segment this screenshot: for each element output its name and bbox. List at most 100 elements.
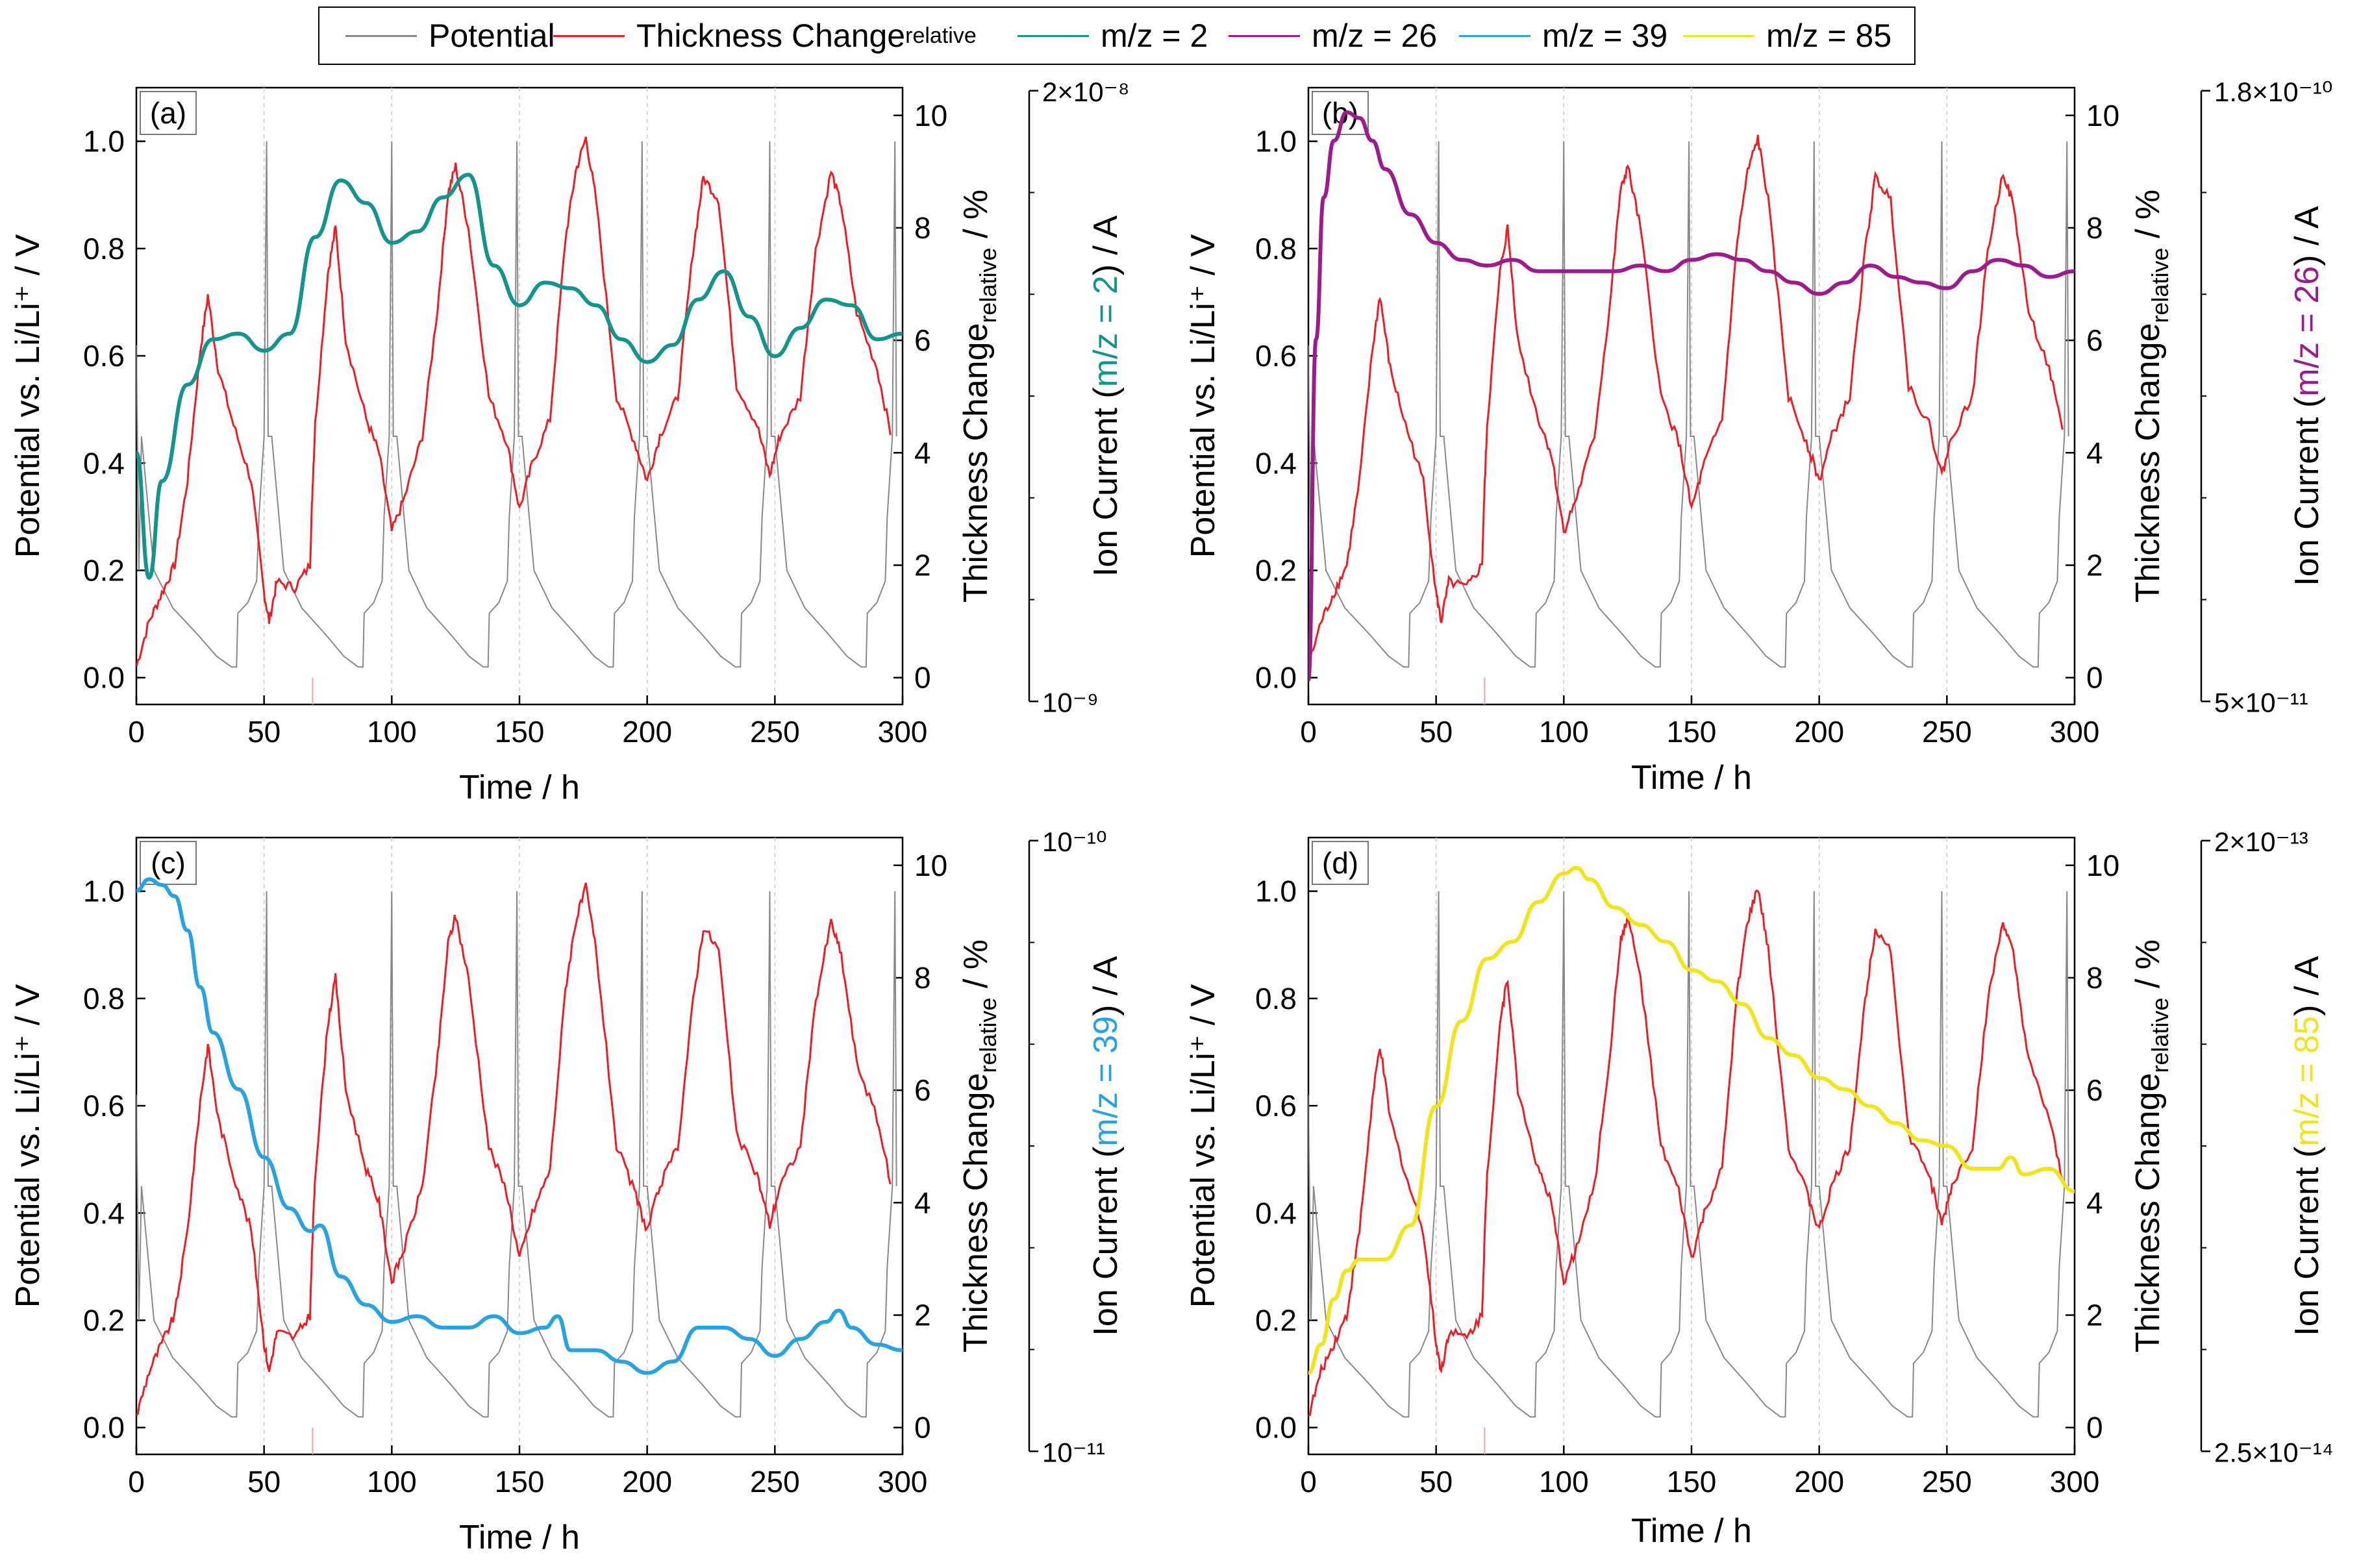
x-tick-label: 250 bbox=[750, 715, 800, 749]
y-mid-tick-label: 10 bbox=[914, 849, 947, 882]
x-tick-label: 100 bbox=[367, 1465, 417, 1499]
x-tick-label: 0 bbox=[128, 715, 145, 749]
y-left-tick-label: 0.2 bbox=[83, 553, 125, 587]
legend-swatch-mz26 bbox=[1229, 34, 1300, 37]
x-tick-label: 50 bbox=[247, 715, 281, 749]
series-group bbox=[1308, 110, 2075, 682]
x-tick-label: 150 bbox=[1667, 715, 1717, 749]
legend-swatch-mz2 bbox=[1017, 34, 1089, 37]
y-right-tick-label: 5×10⁻¹¹ bbox=[2214, 687, 2308, 717]
x-axis-title: Time / h bbox=[1631, 1512, 1752, 1550]
y-right-tick-label: 10⁻¹¹ bbox=[1042, 1437, 1105, 1467]
x-tick-label: 150 bbox=[495, 715, 545, 749]
panel-label-box bbox=[140, 91, 197, 135]
x-tick-label: 50 bbox=[1419, 715, 1453, 749]
y-left-tick-label: 0.8 bbox=[83, 232, 125, 266]
y-mid-tick-label: 2 bbox=[914, 1299, 931, 1332]
x-tick-label: 250 bbox=[1922, 1465, 1972, 1499]
y-left-tick-label: 1.0 bbox=[1255, 875, 1297, 908]
legend-swatch-mz39 bbox=[1459, 34, 1530, 37]
y-mid-tick-label: 10 bbox=[2086, 99, 2119, 132]
y-mid-tick-label: 0 bbox=[2086, 1411, 2103, 1445]
y-left-tick-label: 0.0 bbox=[83, 1411, 125, 1445]
panel-c: 0 50 100 150 200 250 300 0.0 0.2 0.4 0.6 0.8 1.0 0 2 4 6… bbox=[9, 827, 1125, 1556]
y-right-axis-title-species: m/z = 26 bbox=[2288, 266, 2326, 397]
x-tick-label: 300 bbox=[2050, 715, 2100, 749]
y-left-axis-title: Potential vs. Li/Li⁺ / V bbox=[9, 984, 47, 1308]
y-left-tick-label: 0.0 bbox=[1255, 661, 1297, 695]
y-mid-tick-label: 0 bbox=[914, 1411, 931, 1445]
panel-label-text: (a) bbox=[150, 96, 186, 130]
x-tick-label: 300 bbox=[2050, 1465, 2100, 1499]
y-right-tick-label: 2×10⁻⁸ bbox=[1042, 77, 1130, 107]
y-right-axis-title-prefix: Ion Current ( bbox=[2288, 396, 2326, 586]
y-right-axis-title-suffix: ) / A bbox=[2288, 956, 2326, 1016]
y-mid-axis-title-sub: relative bbox=[975, 247, 1001, 323]
y-right-axis-title: Ion Current (m/z = 39) / A bbox=[1087, 956, 1125, 1336]
legend-label-mz26: m/z = 26 bbox=[1312, 18, 1438, 54]
y-right-axis-title-species: m/z = 39 bbox=[1087, 1016, 1125, 1147]
series-group bbox=[1308, 865, 2075, 1418]
panel-label: (a) bbox=[140, 91, 197, 135]
y-left-axis-title: Potential vs. Li/Li⁺ / V bbox=[1184, 984, 1222, 1308]
y-right-axis-title-prefix: Ion Current ( bbox=[2288, 1146, 2326, 1336]
x-axis-title: Time / h bbox=[1631, 759, 1752, 797]
panel-label: (d) bbox=[1312, 841, 1369, 885]
y-mid-axis-title: Thickness Changerelative / % bbox=[2129, 940, 2173, 1352]
y-right-axis-title: Ion Current (m/z = 85) / A bbox=[2288, 956, 2326, 1336]
panel-label-text: (c) bbox=[151, 846, 186, 880]
x-tick-label: 150 bbox=[1667, 1465, 1717, 1499]
y-right-axis-title-suffix: ) / A bbox=[1087, 956, 1125, 1016]
x-tick-label: 300 bbox=[878, 715, 928, 749]
y-mid-tick-label: 4 bbox=[2086, 1186, 2103, 1219]
x-axis-title: Time / h bbox=[459, 769, 580, 806]
y-mid-tick-label: 8 bbox=[914, 211, 931, 245]
y-mid-axis-title-unit: / % bbox=[2129, 940, 2167, 998]
panel-label-text: (d) bbox=[1322, 846, 1358, 880]
y-mid-tick-label: 6 bbox=[914, 1073, 931, 1107]
legend-label-potential: Potential bbox=[429, 18, 555, 54]
y-left-tick-label: 0.6 bbox=[83, 1089, 125, 1123]
y-mid-axis-title-main: Thickness Change bbox=[957, 323, 995, 603]
legend-item-potential: Potential bbox=[345, 8, 555, 64]
y-right-tick-label: 1.8×10⁻¹⁰ bbox=[2214, 77, 2333, 107]
x-axis-title: Time / h bbox=[459, 1519, 580, 1556]
x-tick-label: 200 bbox=[622, 715, 672, 749]
y-left-tick-label: 1.0 bbox=[83, 125, 125, 158]
y-mid-axis-title-main: Thickness Change bbox=[2129, 323, 2167, 603]
y-mid-tick-label: 2 bbox=[914, 549, 931, 582]
y-right-tick-label: 2.5×10⁻¹⁴ bbox=[2214, 1437, 2334, 1467]
series-thickness bbox=[136, 136, 892, 667]
panel-label: (c) bbox=[140, 841, 197, 885]
x-tick-label: 50 bbox=[247, 1465, 281, 1499]
series-potential bbox=[1308, 891, 2069, 1418]
x-tick-label: 200 bbox=[622, 1465, 672, 1499]
x-tick-label: 300 bbox=[878, 1465, 928, 1499]
legend-label-mz85: m/z = 85 bbox=[1766, 18, 1892, 54]
y-mid-tick-label: 0 bbox=[914, 661, 931, 695]
y-right-axis-title-prefix: Ion Current ( bbox=[1087, 1146, 1125, 1336]
panel-b: 0 50 100 150 200 250 300 0.0 0.2 0.4 0.6 0.8 1.0 0 2 4 6… bbox=[1184, 77, 2333, 797]
panel-label-box bbox=[1312, 841, 1369, 885]
x-tick-label: 150 bbox=[495, 1465, 545, 1499]
y-right-tick-label: 10⁻⁹ bbox=[1042, 687, 1099, 717]
y-left-tick-label: 0.6 bbox=[1255, 1089, 1297, 1123]
y-left-tick-label: 0.6 bbox=[1255, 339, 1297, 373]
y-left-tick-label: 0.4 bbox=[83, 1196, 125, 1230]
y-mid-axis-title-sub: relative bbox=[2147, 247, 2173, 323]
y-right-axis-title-species: m/z = 85 bbox=[2288, 1016, 2326, 1147]
series-group bbox=[136, 136, 903, 668]
y-left-axis-title: Potential vs. Li/Li⁺ / V bbox=[1184, 234, 1222, 558]
x-tick-label: 100 bbox=[367, 715, 417, 749]
y-left-tick-label: 0.8 bbox=[1255, 982, 1297, 1015]
y-mid-tick-label: 4 bbox=[914, 436, 931, 469]
y-left-tick-label: 0.8 bbox=[1255, 232, 1297, 266]
y-mid-tick-label: 8 bbox=[914, 961, 931, 995]
y-left-tick-label: 0.4 bbox=[1255, 1196, 1297, 1230]
legend-swatch-potential bbox=[345, 34, 417, 37]
y-right-tick-label: 2×10⁻¹³ bbox=[2214, 827, 2308, 857]
panel-a: 0 50 100 150 200 250 300 0.0 0.2 0.4 0.6 0.8 1.0 0 2 4 6… bbox=[9, 77, 1130, 806]
y-right-axis-title-suffix: ) / A bbox=[1087, 216, 1125, 276]
legend-swatch-thickness bbox=[553, 34, 625, 37]
